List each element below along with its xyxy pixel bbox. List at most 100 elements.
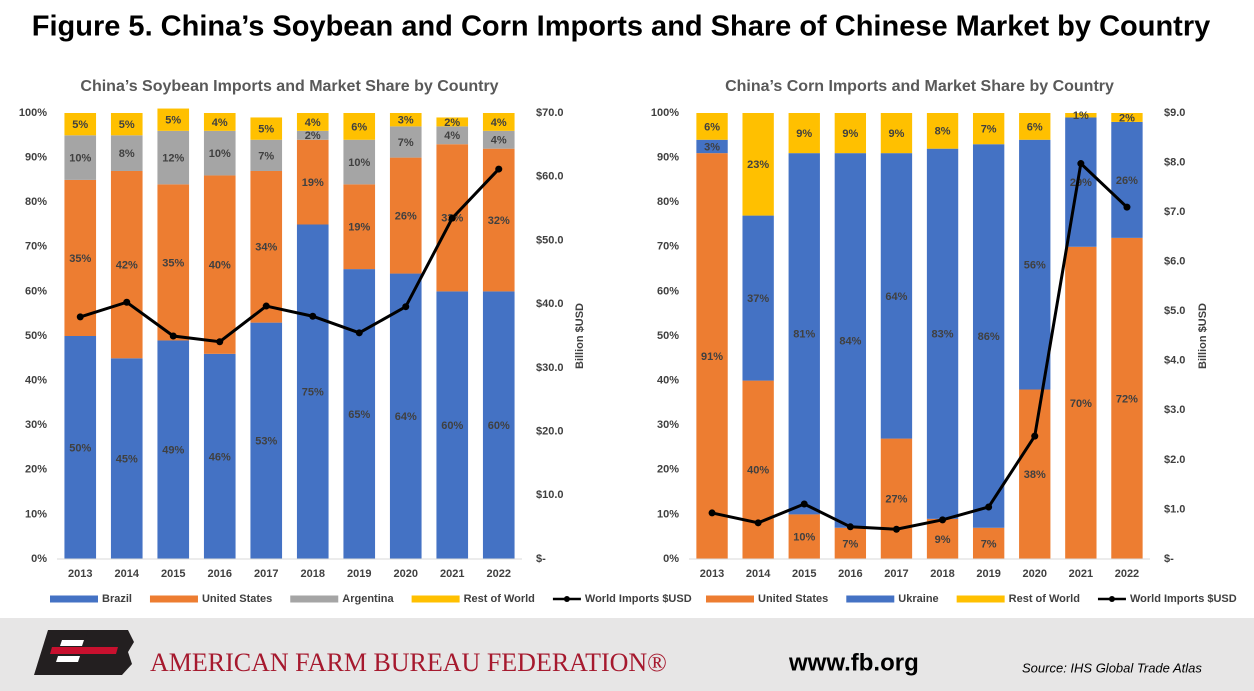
bar-segment (436, 117, 469, 127)
data-label: 32% (488, 215, 510, 227)
legend-label: Ukraine (898, 593, 938, 605)
legend-label: United States (202, 593, 272, 605)
data-label: 64% (395, 411, 417, 423)
legend-label: World Imports $USD (1130, 593, 1237, 605)
y-tick-label: 30% (657, 419, 679, 431)
bar-segment (972, 113, 1005, 145)
data-label: 19% (302, 177, 324, 189)
data-label: 5% (165, 115, 181, 127)
bar-segment (343, 113, 376, 140)
data-label: 34% (255, 242, 277, 254)
bar-segment (1111, 121, 1143, 238)
x-tick-label: 2016 (838, 568, 862, 580)
bar-segment (1019, 139, 1051, 390)
bar-segment (880, 113, 913, 154)
x-tick-label: 2016 (208, 568, 232, 580)
y2-tick-label: $4.0 (1164, 355, 1185, 367)
data-label: 5% (72, 119, 88, 131)
bar-segment (972, 527, 1005, 559)
data-label: 4% (305, 117, 321, 129)
bar-segment (926, 113, 959, 149)
data-label: 23% (747, 159, 769, 171)
bar-segment (926, 518, 959, 559)
line (79, 168, 500, 344)
bar-segment (972, 144, 1005, 528)
x-tick-label: 2022 (1115, 568, 1139, 580)
y-tick-label: 80% (25, 196, 47, 208)
data-label: 83% (932, 329, 954, 341)
data-label: 7% (981, 124, 997, 136)
data-label: 53% (255, 436, 277, 448)
bar-segment (1019, 389, 1051, 559)
data-label: 10% (793, 532, 815, 544)
bar-segment (250, 139, 283, 171)
legend-swatch (411, 595, 460, 603)
data-label: 12% (162, 153, 184, 165)
data-label: 75% (302, 387, 324, 399)
y-tick-label: 20% (657, 464, 679, 476)
data-label: 9% (935, 534, 951, 546)
line-marker (985, 503, 993, 511)
data-label: 9% (842, 128, 858, 140)
legend-label: Brazil (102, 593, 132, 605)
data-label: 27% (885, 494, 907, 506)
y2-tick-label: $30.0 (536, 362, 564, 374)
y-tick-label: 0% (31, 553, 47, 565)
y2-tick-label: $3.0 (1164, 404, 1185, 416)
data-label: 6% (351, 121, 367, 133)
data-label: 4% (444, 130, 460, 142)
data-label: 26% (1116, 175, 1138, 187)
organization: AMERICAN FARM BUREAU FEDERATION® (150, 648, 667, 677)
bar-segment (389, 126, 422, 158)
y-tick-label: 70% (25, 241, 47, 253)
data-label: 35% (162, 257, 184, 269)
legend-swatch (846, 595, 895, 603)
data-label: 5% (258, 124, 274, 136)
data-label: 7% (981, 538, 997, 550)
data-label: 19% (348, 222, 370, 234)
data-label: 81% (793, 329, 815, 341)
x-tick-label: 2017 (254, 568, 278, 580)
line-marker (892, 525, 900, 533)
bar-segment (1065, 113, 1097, 118)
bar-segment (880, 438, 913, 559)
line-marker (262, 302, 270, 310)
y2-tick-label: $40.0 (536, 298, 564, 310)
y2-axis-label: Billion $USD (574, 303, 586, 369)
y-tick-label: 40% (657, 375, 679, 387)
legend-marker (563, 596, 570, 602)
x-tick-label: 2020 (394, 568, 418, 580)
x-tick-label: 2018 (301, 568, 325, 580)
y2-tick-label: $1.0 (1164, 503, 1185, 515)
data-label: 86% (978, 331, 1000, 343)
data-label: 65% (348, 409, 370, 421)
chart-title: China’s Corn Imports and Market Share by… (725, 78, 1114, 95)
x-tick-label: 2014 (746, 568, 771, 580)
data-label: 8% (119, 148, 135, 160)
y2-tick-label: $70.0 (536, 107, 564, 119)
data-label: 3% (398, 115, 414, 127)
y2-tick-label: $20.0 (536, 425, 564, 437)
legend-label: World Imports $USD (585, 593, 692, 605)
legend-swatch (50, 595, 98, 603)
line-marker (216, 338, 224, 346)
bar-segment (389, 157, 422, 274)
website: www.fb.org (788, 649, 919, 676)
data-label: 6% (1027, 121, 1043, 133)
bar-segment (742, 113, 774, 216)
data-label: 9% (796, 128, 812, 140)
y2-tick-label: $6.0 (1164, 256, 1185, 268)
y2-tick-label: $5.0 (1164, 305, 1185, 317)
x-tick-label: 2013 (68, 568, 92, 580)
data-label: 7% (842, 538, 858, 550)
x-tick-label: 2018 (930, 568, 954, 580)
data-label: 9% (888, 128, 904, 140)
y2-tick-label: $- (1164, 553, 1174, 565)
y-tick-label: 10% (25, 508, 47, 520)
line-marker (355, 329, 363, 337)
bar-segment (926, 148, 959, 519)
bar-segment (203, 353, 236, 559)
data-label: 5% (119, 119, 135, 131)
x-tick-label: 2017 (884, 568, 908, 580)
bar-segment (696, 139, 728, 154)
